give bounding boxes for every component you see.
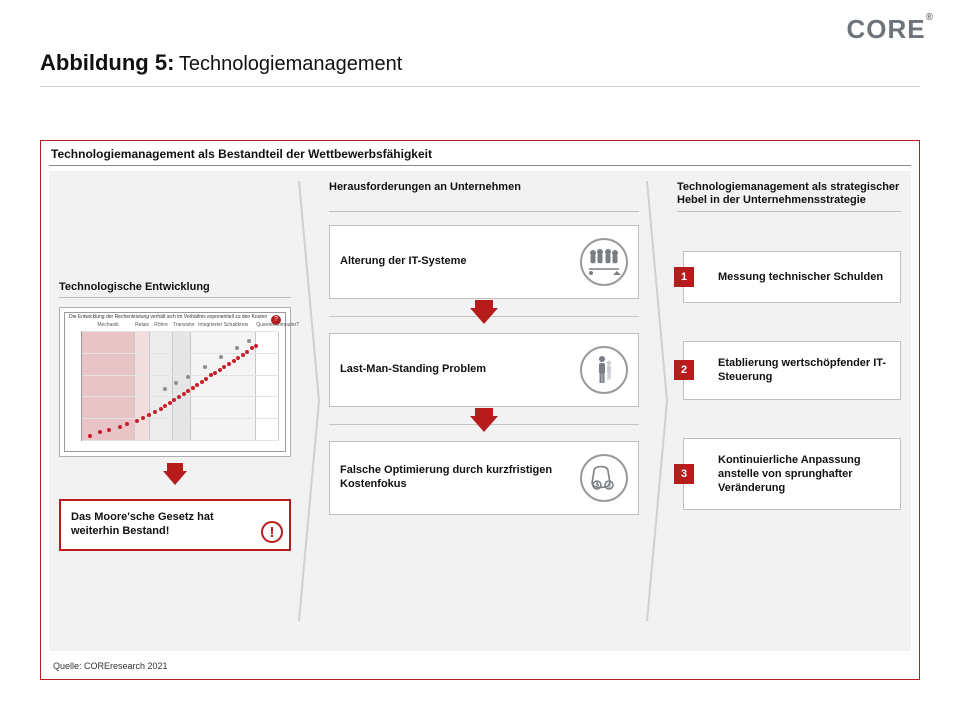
number-badge: 3 — [674, 464, 694, 484]
down-arrow-icon — [163, 471, 187, 485]
down-arrow-icon — [470, 308, 498, 324]
middle-header: Herausforderungen an Unternehmen — [329, 181, 639, 207]
title-underline — [40, 86, 920, 87]
column-middle: Herausforderungen an Unternehmen Alterun… — [329, 181, 639, 637]
right-header: Technologiemanagement als strategischer … — [677, 181, 901, 207]
moore-text: Das Moore'sche Gesetz hat weiterhin Best… — [71, 511, 214, 537]
content-area: Technologische Entwicklung Die Entwicklu… — [49, 171, 911, 651]
challenge-text: Last-Man-Standing Problem — [340, 363, 572, 377]
frame-title: Technologiemanagement als Bestandteil de… — [51, 147, 432, 161]
lever-text: Messung technischer Schulden — [718, 270, 883, 284]
people-balance-icon — [580, 238, 628, 286]
column-left: Technologische Entwicklung Die Entwicklu… — [59, 181, 291, 637]
separator-chevron-2 — [647, 181, 669, 637]
moore-chart: Die Entwicklung der Rechenleistung verhä… — [59, 307, 291, 457]
cost-clock-icon: $ — [580, 454, 628, 502]
brand-text: CORE — [847, 14, 926, 44]
challenges-stack: Alterung der IT-Systeme — [329, 225, 639, 637]
levers-stack: 1 Messung technischer Schulden 2 Etablie… — [683, 225, 901, 637]
challenge-text: Falsche Optimierung durch kurzfristigen … — [340, 464, 572, 492]
left-header: Technologische Entwicklung — [59, 281, 210, 293]
left-header-rule — [59, 297, 291, 298]
middle-header-rule — [329, 211, 639, 212]
chart-plot-area: MechanikRelaisRöhreTransistorIntegrierte… — [81, 331, 279, 441]
chevron-line-icon — [647, 181, 667, 621]
title-prefix: Abbildung 5: — [40, 50, 174, 75]
challenge-separator-1 — [329, 299, 639, 333]
exclamation-badge: ! — [261, 521, 283, 543]
chevron-line-icon — [299, 181, 319, 621]
person-shadow-icon — [580, 346, 628, 394]
column-right: Technologiemanagement als strategischer … — [677, 181, 901, 637]
number-badge: 2 — [674, 360, 694, 380]
brand-logo: CORE® — [847, 14, 935, 45]
left-down-arrow-wrap — [59, 465, 291, 491]
number-badge: 1 — [674, 267, 694, 287]
lever-box-1: 1 Messung technischer Schulden — [683, 251, 901, 303]
right-header-rule — [677, 211, 901, 212]
separator-chevron-1 — [299, 181, 321, 637]
challenge-box-2: Last-Man-Standing Problem — [329, 333, 639, 407]
main-frame: Technologiemanagement als Bestandteil de… — [40, 140, 920, 680]
registered-mark: ® — [926, 12, 934, 23]
challenge-separator-2 — [329, 407, 639, 441]
challenge-text: Alterung der IT-Systeme — [340, 255, 572, 269]
challenge-box-1: Alterung der IT-Systeme — [329, 225, 639, 299]
lever-box-2: 2 Etablierung wertschöpfender IT-Steueru… — [683, 341, 901, 400]
moore-callout: Das Moore'sche Gesetz hat weiterhin Best… — [59, 499, 291, 551]
page-title: Abbildung 5: Technologiemanagement — [40, 50, 920, 87]
source-citation: Quelle: COREresearch 2021 — [53, 661, 168, 671]
title-main: Technologiemanagement — [179, 53, 403, 75]
down-arrow-icon — [470, 416, 498, 432]
lever-text: Etablierung wertschöpfender IT-Steuerung — [718, 356, 888, 385]
lever-box-3: 3 Kontinuierliche Anpassung anstelle von… — [683, 438, 901, 511]
challenge-box-3: Falsche Optimierung durch kurzfristigen … — [329, 441, 639, 515]
chart-title: Die Entwicklung der Rechenleistung verhä… — [69, 315, 281, 321]
lever-text: Kontinuierliche Anpassung anstelle von s… — [718, 453, 888, 496]
frame-title-rule — [49, 165, 911, 166]
chart-canvas: Die Entwicklung der Rechenleistung verhä… — [64, 312, 286, 452]
